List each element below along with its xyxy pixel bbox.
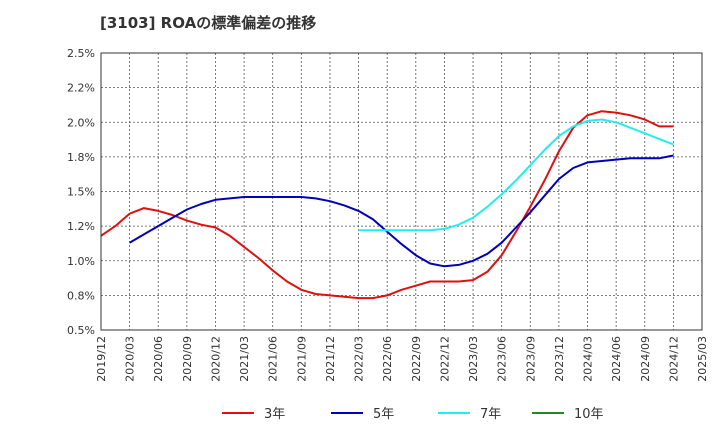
x-tick-label: 2022/09	[410, 336, 423, 382]
x-tick-label: 2022/06	[381, 336, 394, 382]
x-tick-label: 2020/06	[152, 336, 165, 382]
x-tick-label: 2022/03	[353, 336, 366, 382]
y-tick-label: 0.8%	[67, 289, 95, 302]
legend-label: 7年	[480, 407, 501, 422]
x-tick-label: 2021/09	[295, 336, 308, 382]
y-tick-label: 1.8%	[67, 151, 95, 164]
series-line	[129, 154, 674, 268]
x-tick-label: 2024/06	[610, 336, 623, 382]
legend: 3年 5年 7年 10年	[222, 407, 604, 422]
legend-label: 10年	[574, 407, 604, 422]
y-axis-ticks: 0.5% 0.8% 1.0% 1.2% 1.5% 1.8% 2.0% 2.2% 2.5%	[67, 47, 95, 337]
x-tick-label: 2023/03	[467, 336, 480, 382]
x-tick-label: 2021/03	[238, 336, 251, 382]
x-tick-label: 2024/12	[667, 336, 680, 382]
y-tick-label: 1.5%	[67, 186, 95, 199]
series-line	[358, 118, 674, 232]
legend-label: 5年	[373, 407, 394, 422]
y-tick-label: 0.5%	[67, 324, 95, 337]
x-tick-label: 2021/06	[267, 336, 280, 382]
x-tick-label: 2020/12	[209, 336, 222, 382]
y-tick-label: 1.0%	[67, 255, 95, 268]
plot-frame	[100, 52, 703, 331]
x-tick-label: 2025/03	[696, 336, 709, 382]
series-lines	[100, 110, 674, 300]
legend-label: 3年	[264, 407, 285, 422]
x-tick-label: 2023/06	[496, 336, 509, 382]
x-tick-label: 2021/12	[324, 336, 337, 382]
x-tick-label: 2023/12	[553, 336, 566, 382]
x-tick-label: 2020/09	[181, 336, 194, 382]
x-tick-label: 2020/03	[124, 336, 137, 382]
x-tick-label: 2023/09	[524, 336, 537, 382]
chart-title: [3103] ROAの標準偏差の推移	[100, 14, 317, 32]
y-tick-label: 2.0%	[67, 116, 95, 129]
y-tick-label: 2.2%	[67, 82, 95, 95]
x-tick-label: 2024/03	[582, 336, 595, 382]
x-tick-label: 2024/09	[639, 336, 652, 382]
x-tick-label: 2022/12	[438, 336, 451, 382]
x-tick-label: 2019/12	[95, 336, 108, 382]
grid	[101, 53, 702, 330]
y-tick-label: 1.2%	[67, 220, 95, 233]
y-tick-label: 2.5%	[67, 47, 95, 60]
x-axis-ticks: 2019/12 2020/03 2020/06 2020/09 2020/12 2021/…	[95, 336, 709, 382]
